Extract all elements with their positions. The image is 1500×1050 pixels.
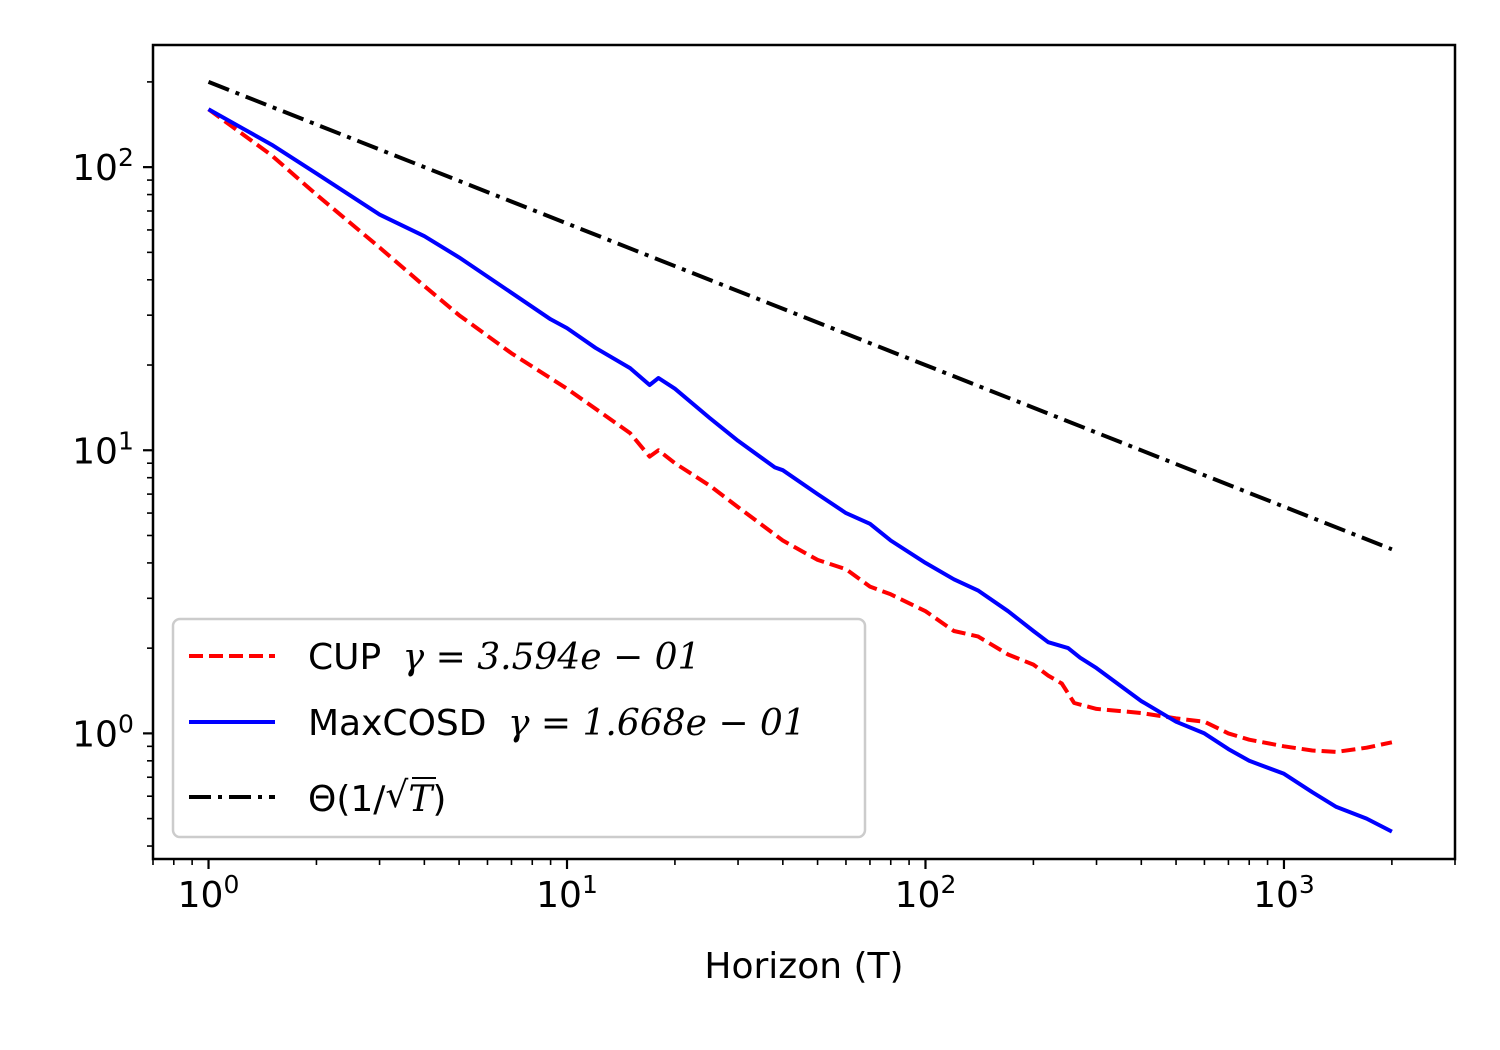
x-axis-label: Horizon (T): [704, 946, 903, 987]
legend-theta-prefix: Θ(1/: [308, 779, 386, 820]
series-layer: [207, 80, 1393, 834]
x-tick-label: 102: [895, 870, 957, 916]
legend-label-maxcosd: MaxCOSD γ = 1.668e − 01: [308, 703, 806, 744]
legend-label-cup: CUP γ = 3.594e − 01: [308, 637, 700, 678]
y-axis-ticks: 100 101 102: [72, 81, 153, 847]
series-line-1: [207, 107, 1393, 754]
legend-maxcosd-gamma: γ = 1.668e − 01: [508, 703, 806, 744]
legend-cup-name: CUP: [308, 637, 381, 678]
series-line-2: [207, 107, 1393, 834]
legend: CUP γ = 3.594e − 01 MaxCOSD γ = 1.668e −…: [171, 617, 867, 839]
x-tick-label: 101: [536, 870, 598, 916]
y-tick-label: 101: [72, 426, 134, 472]
series-line-3: [207, 80, 1393, 552]
x-tick-label: 100: [178, 870, 240, 916]
legend-maxcosd-name: MaxCOSD: [308, 703, 486, 744]
x-tick-label: 103: [1253, 870, 1315, 916]
legend-theta-root: √: [385, 775, 408, 816]
legend-theta-arg: T: [408, 779, 435, 820]
x-axis-ticks: 100 101 102 103: [152, 859, 1456, 916]
y-tick-label: 102: [72, 143, 134, 189]
legend-theta-suffix: ): [432, 779, 446, 820]
legend-label-theta: Θ(1/√T): [308, 775, 446, 820]
legend-box: [171, 617, 867, 839]
legend-cup-gamma: γ = 3.594e − 01: [403, 637, 701, 678]
y-tick-label: 100: [72, 709, 134, 755]
plot-frame: [151, 43, 1457, 861]
